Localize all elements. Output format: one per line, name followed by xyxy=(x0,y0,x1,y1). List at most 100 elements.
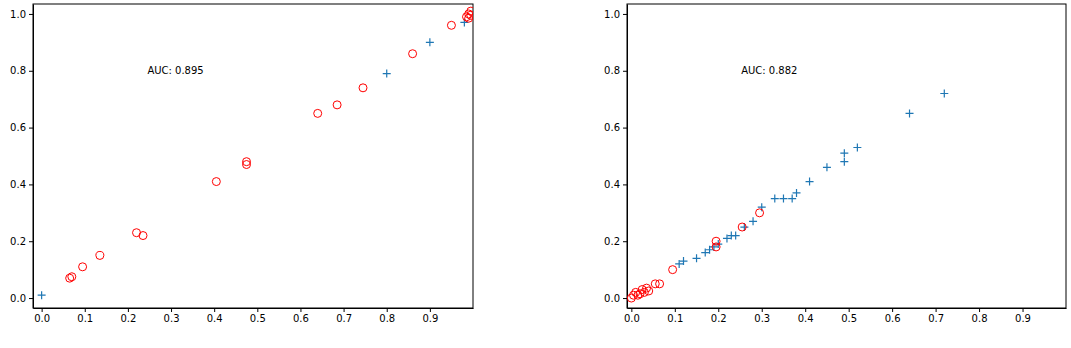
series xyxy=(675,89,948,267)
plus-marker xyxy=(853,143,861,151)
x-tick: 0.6 xyxy=(885,308,901,324)
x-tick: 0.5 xyxy=(250,308,266,324)
x-tick-mark xyxy=(718,308,719,312)
y-tick-mark xyxy=(623,298,627,299)
series xyxy=(38,18,469,299)
x-tick-mark xyxy=(214,308,215,312)
series xyxy=(627,209,763,302)
x-tick: 0.9 xyxy=(1015,308,1031,324)
plus-marker xyxy=(771,195,779,203)
x-tick: 0.4 xyxy=(798,308,814,324)
plot-frame xyxy=(627,4,1066,308)
plus-marker xyxy=(38,291,46,299)
y-tick: 0.2 xyxy=(604,236,627,247)
x-tick: 0.3 xyxy=(754,308,770,324)
y-tick-mark xyxy=(623,128,627,129)
plus-marker xyxy=(840,158,848,166)
x-tick: 0.6 xyxy=(293,308,309,324)
x-tick-label: 0.8 xyxy=(972,313,988,324)
plus-marker xyxy=(823,163,831,171)
plus-marker xyxy=(749,217,757,225)
x-tick-label: 0.5 xyxy=(841,313,857,324)
x-tick-mark xyxy=(128,308,129,312)
x-tick-label: 0.7 xyxy=(336,313,352,324)
x-tick-mark xyxy=(85,308,86,312)
y-axis: 0.00.20.40.60.81.0 xyxy=(10,5,33,309)
circle-marker xyxy=(243,158,251,166)
x-tick-mark xyxy=(979,308,980,312)
x-tick: 0.8 xyxy=(379,308,395,324)
x-tick: 0.0 xyxy=(624,308,640,324)
x-tick-label: 0.3 xyxy=(164,313,180,324)
y-tick-mark xyxy=(29,241,33,242)
circle-marker xyxy=(139,232,147,240)
points xyxy=(38,7,473,299)
plus-marker xyxy=(793,189,801,197)
plus-marker xyxy=(940,89,948,97)
figure: 0.0 0.1 0.2 0.3 0.4 0.5 0.6 0.7 0.8 0.9 0.0 0.2 0.4 0… xyxy=(0,0,1071,348)
y-tick-label: 0.8 xyxy=(10,65,26,76)
y-tick: 0.6 xyxy=(10,122,33,133)
y-axis: 0.00.20.40.60.81.0 xyxy=(604,5,627,309)
plus-marker xyxy=(693,254,701,262)
x-tick: 0.0 xyxy=(34,308,50,324)
x-tick-mark xyxy=(387,308,388,312)
y-tick-label: 0.4 xyxy=(604,179,620,190)
x-tick: 0.9 xyxy=(422,308,438,324)
x-tick-label: 0.0 xyxy=(34,313,50,324)
x-tick-label: 0.6 xyxy=(885,313,901,324)
x-tick-mark xyxy=(936,308,937,312)
plus-marker xyxy=(840,149,848,157)
x-tick: 0.1 xyxy=(77,308,93,324)
plot-frame xyxy=(33,4,473,308)
y-tick: 0.0 xyxy=(604,293,627,304)
circle-marker xyxy=(79,263,87,271)
circle-marker xyxy=(467,11,473,19)
x-tick-label: 0.0 xyxy=(624,313,640,324)
y-tick: 1.0 xyxy=(604,9,627,20)
y-tick-mark xyxy=(623,14,627,15)
x-tick-label: 0.9 xyxy=(1015,313,1031,324)
x-tick-mark xyxy=(849,308,850,312)
circle-marker xyxy=(359,84,367,92)
y-tick-mark xyxy=(623,184,627,185)
y-tick-mark xyxy=(623,71,627,72)
circle-marker xyxy=(68,273,76,281)
plus-marker xyxy=(779,195,787,203)
x-tick: 0.3 xyxy=(164,308,180,324)
x-tick: 0.4 xyxy=(207,308,223,324)
x-tick-label: 0.4 xyxy=(798,313,814,324)
y-tick-mark xyxy=(29,71,33,72)
x-tick: 0.5 xyxy=(841,308,857,324)
y-tick-label: 0.4 xyxy=(10,179,26,190)
x-tick: 0.7 xyxy=(336,308,352,324)
circle-marker xyxy=(756,209,764,217)
plus-marker xyxy=(426,38,434,46)
series xyxy=(66,7,473,282)
x-tick: 0.1 xyxy=(667,308,683,324)
y-tick-label: 1.0 xyxy=(10,9,26,20)
y-tick-mark xyxy=(623,241,627,242)
y-tick-label: 0.2 xyxy=(10,236,26,247)
y-tick-mark xyxy=(29,184,33,185)
y-tick: 0.4 xyxy=(10,179,33,190)
x-tick-label: 0.5 xyxy=(250,313,266,324)
circle-marker xyxy=(738,223,746,231)
y-tick: 0.8 xyxy=(10,65,33,76)
x-tick-mark xyxy=(805,308,806,312)
x-tick-label: 0.3 xyxy=(754,313,770,324)
x-tick-mark xyxy=(300,308,301,312)
x-tick-mark xyxy=(257,308,258,312)
circle-marker xyxy=(669,266,677,274)
x-tick-label: 0.7 xyxy=(928,313,944,324)
x-tick: 0.7 xyxy=(928,308,944,324)
circle-marker xyxy=(447,21,455,29)
x-tick-label: 0.8 xyxy=(379,313,395,324)
subplot: 0.00.10.20.30.40.50.60.70.80.90.00.20.40… xyxy=(604,4,1066,324)
annotation: AUC: 0.895 xyxy=(147,65,203,76)
x-tick-label: 0.1 xyxy=(77,313,93,324)
subplot: 0.00.10.20.30.40.50.60.70.80.90.00.20.40… xyxy=(10,4,475,324)
y-tick-label: 0.6 xyxy=(604,122,620,133)
x-axis: 0.00.10.20.30.40.50.60.70.80.9 xyxy=(624,308,1067,324)
plus-marker xyxy=(680,257,688,265)
